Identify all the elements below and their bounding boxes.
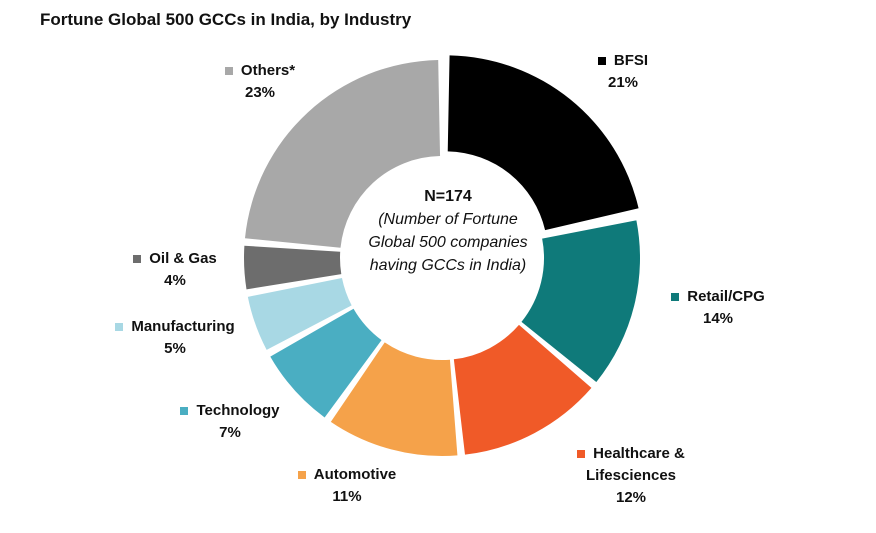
label-healthcare-value: 12% <box>615 489 647 506</box>
label-oil-gas: Oil & Gas 4% <box>120 248 230 292</box>
label-others: Others* 23% <box>205 60 315 104</box>
label-bfsi-name: BFSI <box>613 52 649 69</box>
label-bfsi: BFSI 21% <box>578 50 668 94</box>
label-healthcare-name-2: Lifesciences <box>585 467 677 484</box>
label-retail-cpg: Retail/CPG 14% <box>658 286 778 330</box>
label-retail-cpg-value: 14% <box>702 310 734 327</box>
label-healthcare-name-1: Healthcare & <box>593 445 685 462</box>
label-others-name: Others* <box>240 62 296 79</box>
slice-healthcare <box>453 324 592 455</box>
label-oil-gas-value: 4% <box>164 272 186 289</box>
label-healthcare: Healthcare & Lifesciences 12% <box>556 443 706 509</box>
legend-swatch-healthcare <box>577 450 586 458</box>
label-others-value: 23% <box>244 84 276 101</box>
legend-swatch-retail-cpg <box>671 293 680 301</box>
center-n-label: N=174 <box>424 188 472 205</box>
label-retail-cpg-name: Retail/CPG <box>687 288 765 305</box>
chart-title: Fortune Global 500 GCCs in India, by Ind… <box>40 10 412 29</box>
slice-manufacturing <box>247 277 352 350</box>
label-manufacturing-value: 5% <box>164 340 186 357</box>
center-text: N=174 (Number of Fortune Global 500 comp… <box>362 185 534 277</box>
label-technology-value: 7% <box>219 424 241 441</box>
label-manufacturing-name: Manufacturing <box>131 318 235 335</box>
slice-bfsi <box>447 55 639 231</box>
center-note: (Number of Fortune Global 500 companies … <box>368 211 528 274</box>
label-technology: Technology 7% <box>165 400 295 444</box>
legend-swatch-bfsi <box>597 57 606 65</box>
legend-swatch-automotive <box>297 471 306 479</box>
label-technology-name: Technology <box>196 402 280 419</box>
slice-automotive <box>330 342 458 456</box>
slice-others <box>244 60 441 248</box>
legend-swatch-manufacturing <box>115 323 124 331</box>
label-manufacturing: Manufacturing 5% <box>95 316 255 360</box>
legend-swatch-technology <box>180 407 189 415</box>
label-automotive-name: Automotive <box>313 466 397 483</box>
label-bfsi-value: 21% <box>607 74 639 91</box>
slice-retail-cpg <box>521 220 640 383</box>
label-automotive: Automotive 11% <box>282 464 412 508</box>
legend-swatch-oil-gas <box>133 255 142 263</box>
legend-swatch-others <box>224 67 233 75</box>
label-automotive-value: 11% <box>332 488 362 505</box>
label-oil-gas-name: Oil & Gas <box>149 250 217 267</box>
slice-technology <box>270 308 382 418</box>
slice-oil-gas <box>243 245 342 290</box>
